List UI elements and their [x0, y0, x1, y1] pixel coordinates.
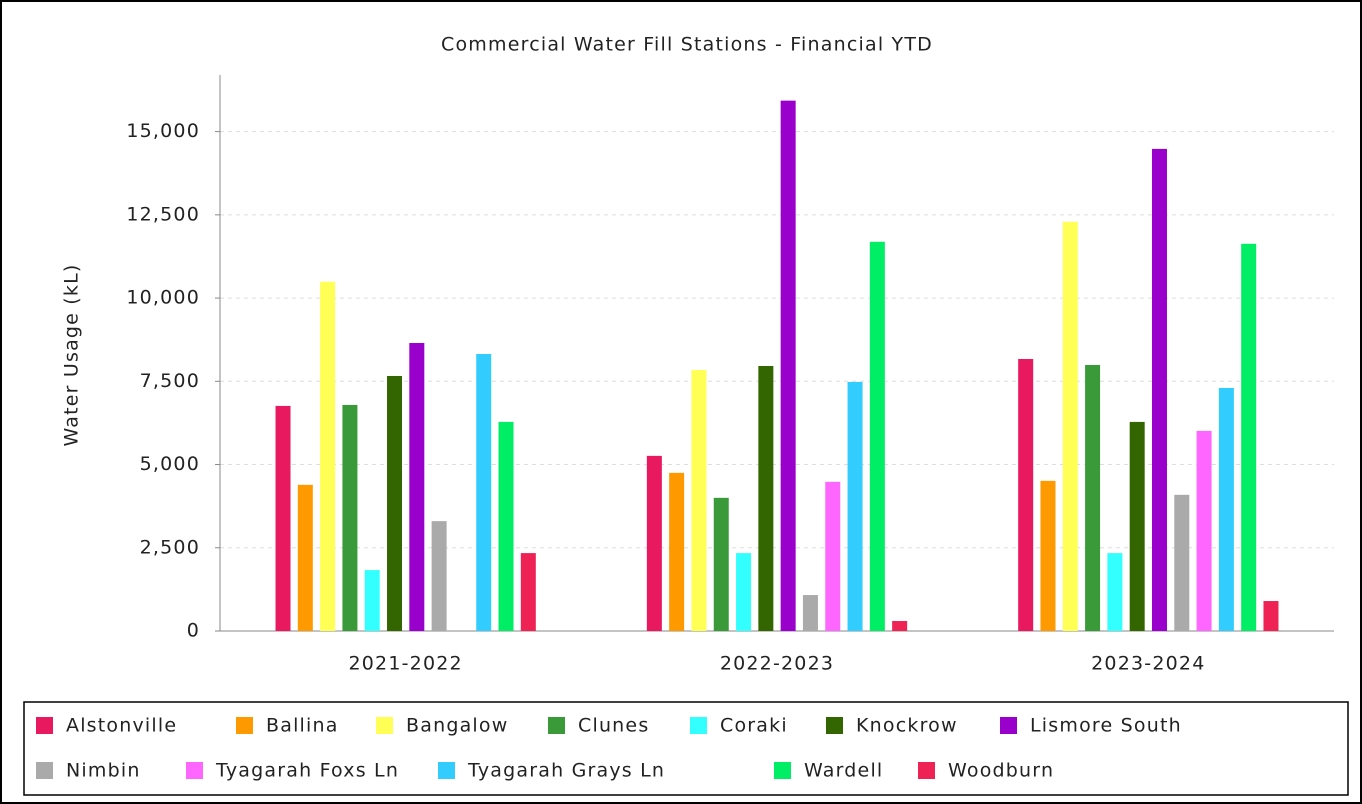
bar — [1174, 494, 1190, 631]
bar — [847, 381, 863, 631]
legend-label: Clunes — [578, 715, 649, 737]
legend-swatch — [548, 717, 565, 734]
bar — [431, 521, 447, 631]
legend-swatch — [186, 762, 203, 779]
bar — [1241, 243, 1257, 631]
y-tick-label: 7,500 — [140, 370, 200, 392]
bar — [1018, 358, 1034, 631]
legend-label: Lismore South — [1030, 715, 1182, 737]
x-tick-label: 2022-2023 — [720, 653, 834, 675]
y-tick-label: 2,500 — [140, 536, 200, 558]
legend-swatch — [1000, 717, 1017, 734]
bar — [387, 375, 403, 631]
y-tick-label: 15,000 — [126, 120, 200, 142]
bar — [691, 369, 707, 631]
x-tick-label: 2021-2022 — [348, 653, 462, 675]
bar — [1129, 421, 1145, 631]
bar — [297, 484, 313, 631]
legend-label: Woodburn — [948, 760, 1054, 782]
legend-label: Wardell — [804, 760, 883, 782]
chart-title: Commercial Water Fill Stations - Financi… — [441, 34, 933, 56]
bar — [498, 421, 514, 631]
legend-label: Bangalow — [406, 715, 508, 737]
legend-swatch — [36, 762, 53, 779]
bar — [364, 570, 380, 631]
y-tick-label: 10,000 — [126, 287, 200, 309]
bar — [1107, 553, 1123, 631]
legend-label: Tyagarah Foxs Ln — [215, 760, 399, 782]
bar — [342, 404, 358, 631]
legend-label: Knockrow — [856, 715, 958, 737]
bar — [1263, 601, 1279, 631]
legend-label: Alstonville — [66, 715, 177, 737]
legend-swatch — [690, 717, 707, 734]
legend-swatch — [918, 762, 935, 779]
bar — [825, 481, 841, 631]
bar — [736, 553, 752, 631]
bar — [476, 353, 492, 631]
legend-box — [23, 701, 1349, 796]
y-tick-label: 12,500 — [126, 203, 200, 225]
y-axis-label: Water Usage (kL) — [61, 263, 83, 446]
y-tick-label: 0 — [187, 620, 200, 642]
bar — [713, 497, 729, 631]
bar — [1151, 148, 1167, 631]
bar — [669, 472, 685, 631]
legend-swatch — [826, 717, 843, 734]
bar — [892, 621, 908, 631]
bar — [1196, 430, 1212, 631]
bar — [802, 595, 818, 631]
bar — [1062, 221, 1078, 631]
bar — [320, 281, 336, 631]
legend-label: Nimbin — [66, 760, 141, 782]
legend-swatch — [438, 762, 455, 779]
bar — [1040, 480, 1056, 631]
y-tick-label: 5,000 — [140, 453, 200, 475]
legend-swatch — [236, 717, 253, 734]
bar — [780, 100, 796, 631]
legend-label: Coraki — [720, 715, 788, 737]
legend-swatch — [376, 717, 393, 734]
bar — [869, 241, 885, 632]
bar — [646, 455, 662, 631]
legend-label: Tyagarah Grays Ln — [467, 760, 665, 782]
legend-swatch — [774, 762, 791, 779]
bar — [1218, 387, 1234, 631]
legend-swatch — [36, 717, 53, 734]
bar — [409, 343, 425, 631]
legend-label: Ballina — [266, 715, 339, 737]
x-tick-label: 2023-2024 — [1091, 653, 1205, 675]
bar — [1085, 364, 1101, 631]
bar — [758, 365, 774, 631]
bar — [520, 553, 536, 631]
bar — [275, 405, 291, 631]
